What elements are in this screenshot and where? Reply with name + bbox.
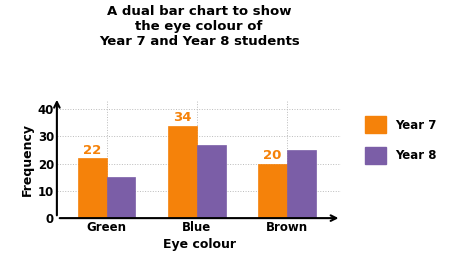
Bar [258, 164, 287, 218]
X-axis label: Eye colour: Eye colour [163, 238, 236, 251]
Text: 22: 22 [83, 144, 101, 157]
Text: 34: 34 [173, 111, 191, 124]
Text: A dual bar chart to show
the eye colour of
Year 7 and Year 8 students: A dual bar chart to show the eye colour … [99, 5, 300, 48]
Bar [287, 150, 316, 218]
Bar [78, 158, 107, 218]
Y-axis label: Frequency: Frequency [20, 123, 34, 196]
Bar [197, 145, 226, 218]
Bar [168, 126, 197, 218]
Bar [107, 177, 136, 218]
Text: 20: 20 [264, 149, 282, 162]
Legend: Year 7, Year 8: Year 7, Year 8 [361, 113, 441, 168]
